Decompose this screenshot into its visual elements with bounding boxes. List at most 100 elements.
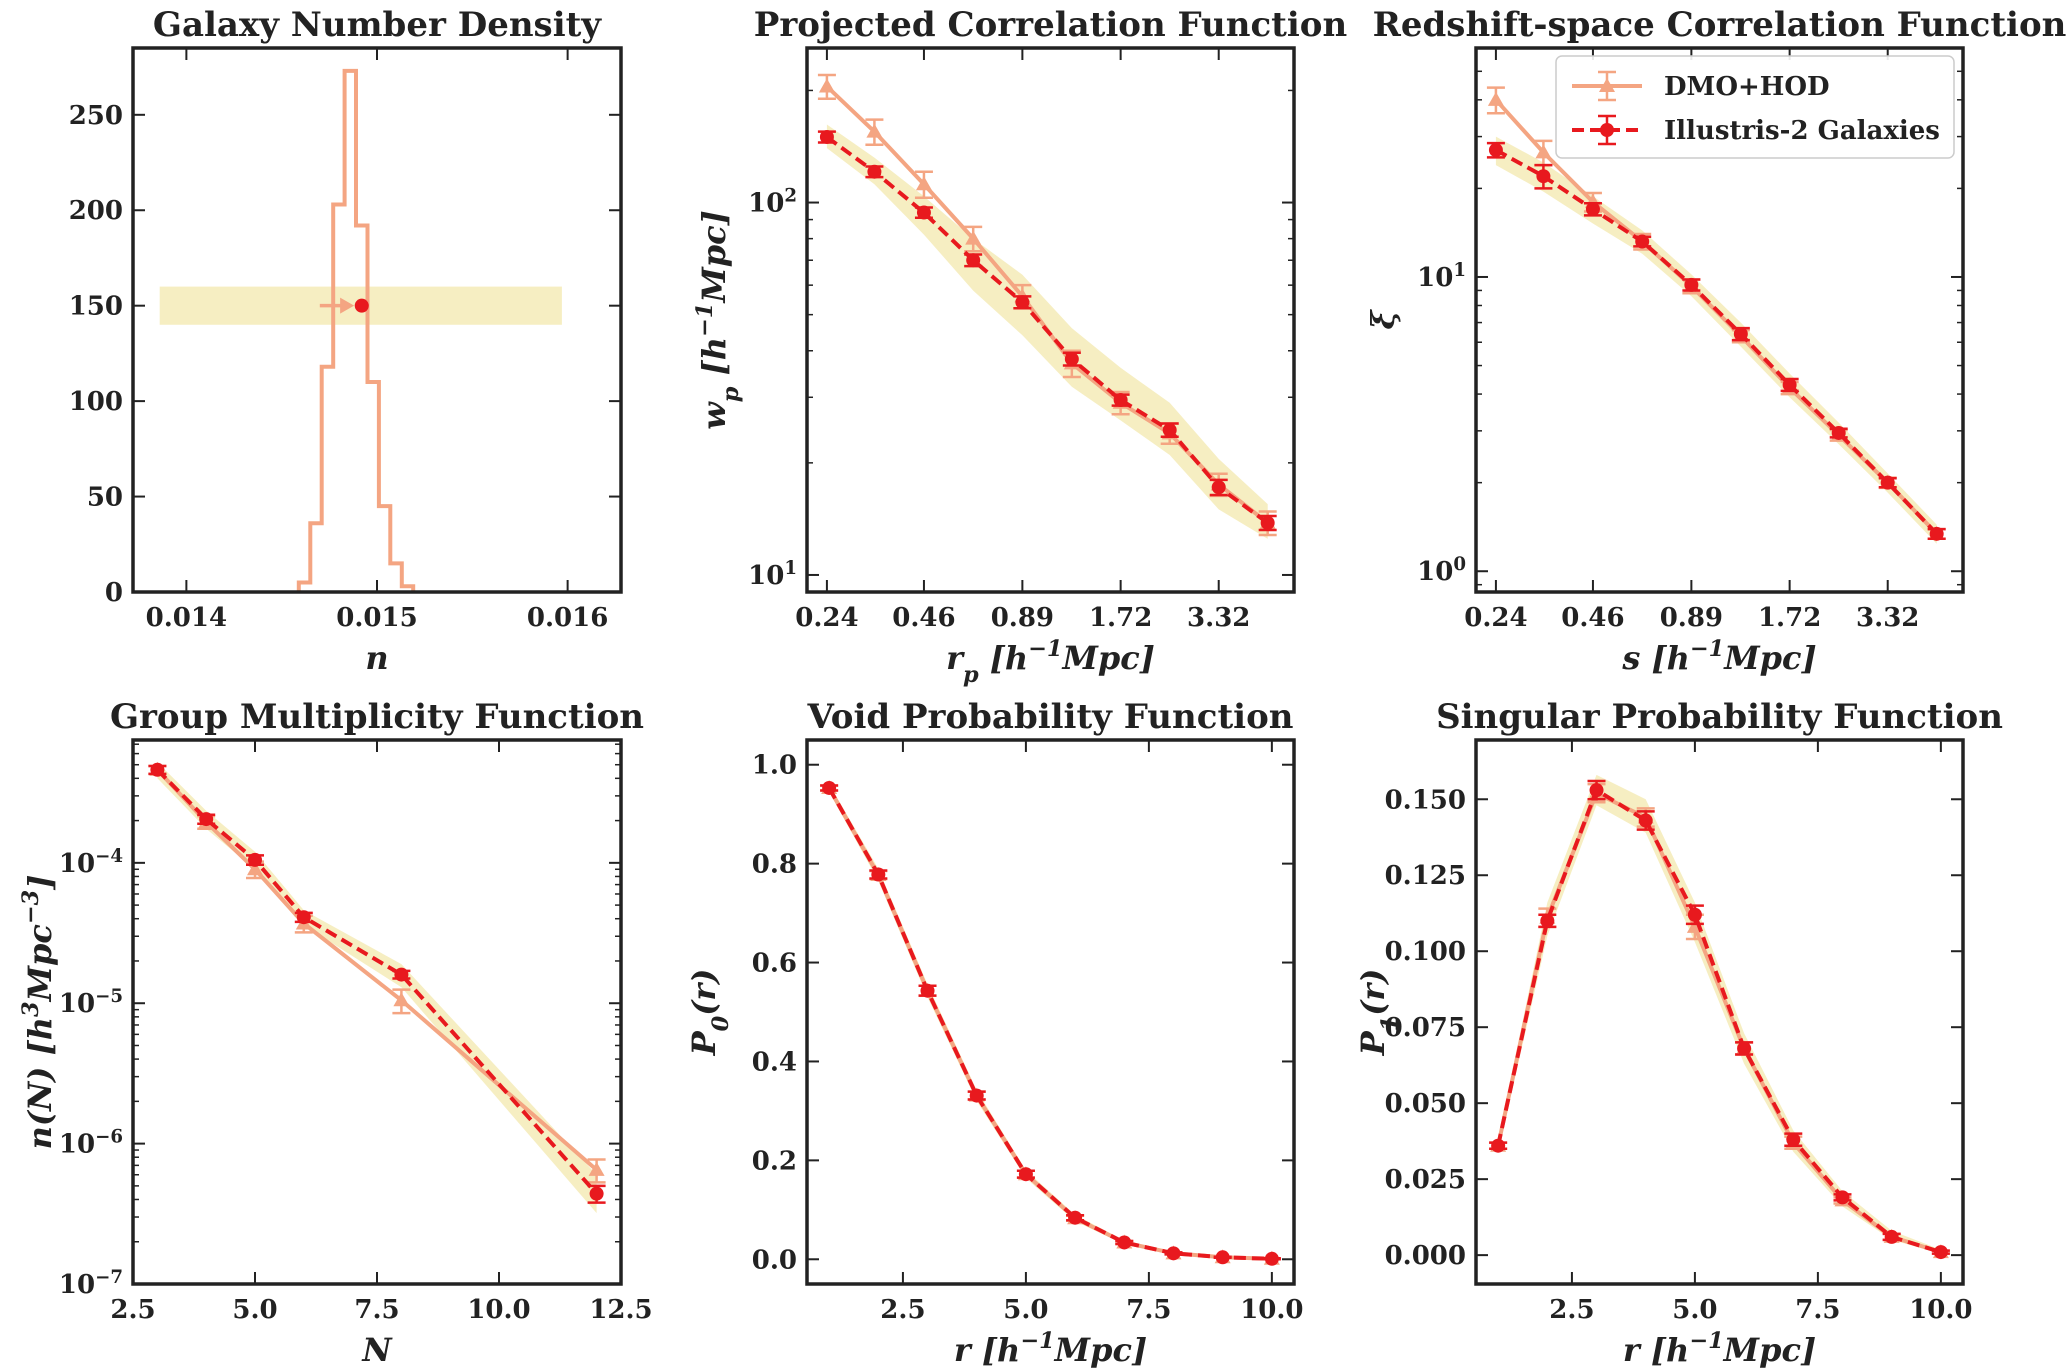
label-part: Mpc] bbox=[1061, 639, 1154, 677]
tick-base: 10 bbox=[59, 1270, 95, 1300]
x-tick-label: 5.0 bbox=[1672, 1295, 1717, 1325]
x-tick-label: 5.0 bbox=[232, 1295, 277, 1325]
tick-base: 10 bbox=[59, 989, 95, 1019]
y-tick-label: 100 bbox=[1417, 554, 1466, 588]
label-part: −1 bbox=[1020, 1328, 1054, 1354]
label-part: −3 bbox=[18, 890, 44, 924]
tick-base: 10 bbox=[59, 1130, 95, 1160]
data-point-illustris bbox=[916, 205, 931, 220]
x-tick-label: 0.014 bbox=[146, 603, 227, 633]
plot-frame bbox=[1474, 738, 1965, 1286]
legend-marker-circle bbox=[1600, 123, 1614, 137]
data-point-illustris bbox=[871, 867, 886, 882]
panel-title: Galaxy Number Density bbox=[153, 5, 602, 45]
data-point-illustris bbox=[1015, 295, 1030, 310]
panel-title: Redshift-space Correlation Function bbox=[1373, 5, 2067, 45]
data-point-illustris bbox=[199, 812, 214, 827]
tick-base: 10 bbox=[1417, 557, 1453, 587]
data-point-illustris bbox=[1933, 1245, 1948, 1260]
plot-frame bbox=[1474, 46, 1965, 594]
x-tick-label: 7.5 bbox=[1795, 1295, 1840, 1325]
uncertainty-band bbox=[829, 784, 1272, 1260]
panel-title: Void Probability Function bbox=[807, 697, 1294, 737]
y-tick-label: 50 bbox=[87, 483, 123, 513]
label-part: −1 bbox=[1689, 1328, 1723, 1354]
y-tick-label: 0.100 bbox=[1385, 937, 1466, 967]
data-point-illustris bbox=[1068, 1210, 1083, 1225]
legend: DMO+HOD Illustris-2 Galaxies bbox=[1555, 55, 1955, 159]
data-point-illustris bbox=[1018, 1167, 1033, 1182]
y-tick-label: 0 bbox=[105, 578, 123, 608]
data-point-dmo bbox=[1487, 91, 1504, 106]
y-tick-label: 150 bbox=[69, 292, 123, 322]
data-point-illustris bbox=[1064, 352, 1079, 367]
x-tick-label: 2.5 bbox=[1549, 1295, 1594, 1325]
label-part: −1 bbox=[1028, 636, 1062, 662]
label-part: n bbox=[365, 639, 388, 677]
y-tick-label: 10−6 bbox=[59, 1126, 123, 1160]
label-part: (r) bbox=[1354, 969, 1392, 1016]
data-point-illustris bbox=[150, 762, 165, 777]
data-point-illustris bbox=[1880, 475, 1895, 490]
panel-projected-correlation: Projected Correlation Function 0.24 0.46 0.… bbox=[692, 5, 1347, 688]
label-part: P bbox=[1354, 1030, 1392, 1056]
data-point-illustris bbox=[1684, 277, 1699, 292]
y-tick-label: 101 bbox=[1417, 259, 1466, 293]
tick-exponent: −5 bbox=[95, 986, 123, 1007]
data-point-illustris bbox=[1211, 480, 1226, 495]
illustris-point bbox=[354, 298, 369, 313]
histogram-steps bbox=[296, 68, 416, 592]
y-tick-label: 0.025 bbox=[1385, 1165, 1466, 1195]
label-part: N bbox=[361, 1331, 393, 1369]
tick-base: 10 bbox=[748, 561, 784, 591]
y-tick-label: 10−5 bbox=[59, 986, 123, 1020]
x-tick-label: 1.72 bbox=[1758, 603, 1821, 633]
y-tick-label: 0.075 bbox=[1385, 1013, 1466, 1043]
tick-exponent: 0 bbox=[1453, 554, 1466, 575]
panel-title: Group Multiplicity Function bbox=[110, 697, 644, 737]
series-line-dmo bbox=[827, 787, 1272, 1261]
y-tick-label: 0.6 bbox=[752, 949, 797, 979]
data-point-illustris bbox=[1117, 1235, 1132, 1250]
label-part: w bbox=[695, 401, 733, 430]
data-point-illustris bbox=[1585, 202, 1600, 217]
tick-base: 10 bbox=[1417, 263, 1453, 293]
data-point-dmo bbox=[818, 78, 835, 93]
legend-label: DMO+HOD bbox=[1664, 72, 1830, 102]
data-point-illustris bbox=[1215, 1250, 1230, 1265]
series-line-illustris bbox=[825, 135, 1269, 525]
x-tick-label: 2.5 bbox=[110, 1295, 155, 1325]
data-point-illustris bbox=[819, 129, 834, 144]
data-point-illustris bbox=[1831, 425, 1846, 440]
data-point-illustris bbox=[1540, 913, 1555, 928]
x-tick-label: 0.016 bbox=[527, 603, 608, 633]
x-tick-label: 0.24 bbox=[1464, 603, 1527, 633]
tick-exponent: 1 bbox=[1453, 259, 1466, 280]
data-point-illustris bbox=[394, 967, 409, 982]
plot-frame bbox=[805, 738, 1296, 1286]
y-tick-label: 0.0 bbox=[752, 1245, 797, 1275]
y-tick-label: 101 bbox=[748, 557, 797, 591]
x-tick-label: 5.0 bbox=[1003, 1295, 1048, 1325]
x-axis-label: s [h−1Mpc] bbox=[1621, 636, 1816, 677]
label-part: Mpc] bbox=[1054, 1331, 1147, 1369]
panel-redshift-correlation: Redshift-space Correlation Function 0.24 0… bbox=[1364, 5, 2066, 677]
uncertainty-band bbox=[1495, 136, 1937, 544]
tick-exponent: −7 bbox=[95, 1267, 123, 1288]
x-tick-label: 0.89 bbox=[991, 603, 1054, 633]
data-point-illustris bbox=[1929, 526, 1944, 541]
panel-group-multiplicity: Group Multiplicity Function 2.5 5.0 7.5 10.0… bbox=[18, 697, 653, 1369]
label-part: n(N) [h bbox=[21, 1017, 59, 1149]
x-tick-label: 0.89 bbox=[1660, 603, 1723, 633]
tick-base: 10 bbox=[59, 849, 95, 879]
dmo-arrow-head bbox=[340, 297, 355, 314]
data-point-illustris bbox=[1260, 515, 1275, 530]
y-axis-label: P0(r) bbox=[685, 969, 734, 1057]
x-axis-label: N bbox=[361, 1331, 393, 1369]
label-part: Mpc] bbox=[1723, 1331, 1816, 1369]
data-point-illustris bbox=[1536, 169, 1551, 184]
label-part: s [h bbox=[1621, 639, 1690, 677]
label-part: P bbox=[685, 1030, 723, 1056]
y-tick-label: 10−4 bbox=[59, 845, 123, 879]
label-part: Mpc bbox=[21, 924, 59, 1002]
